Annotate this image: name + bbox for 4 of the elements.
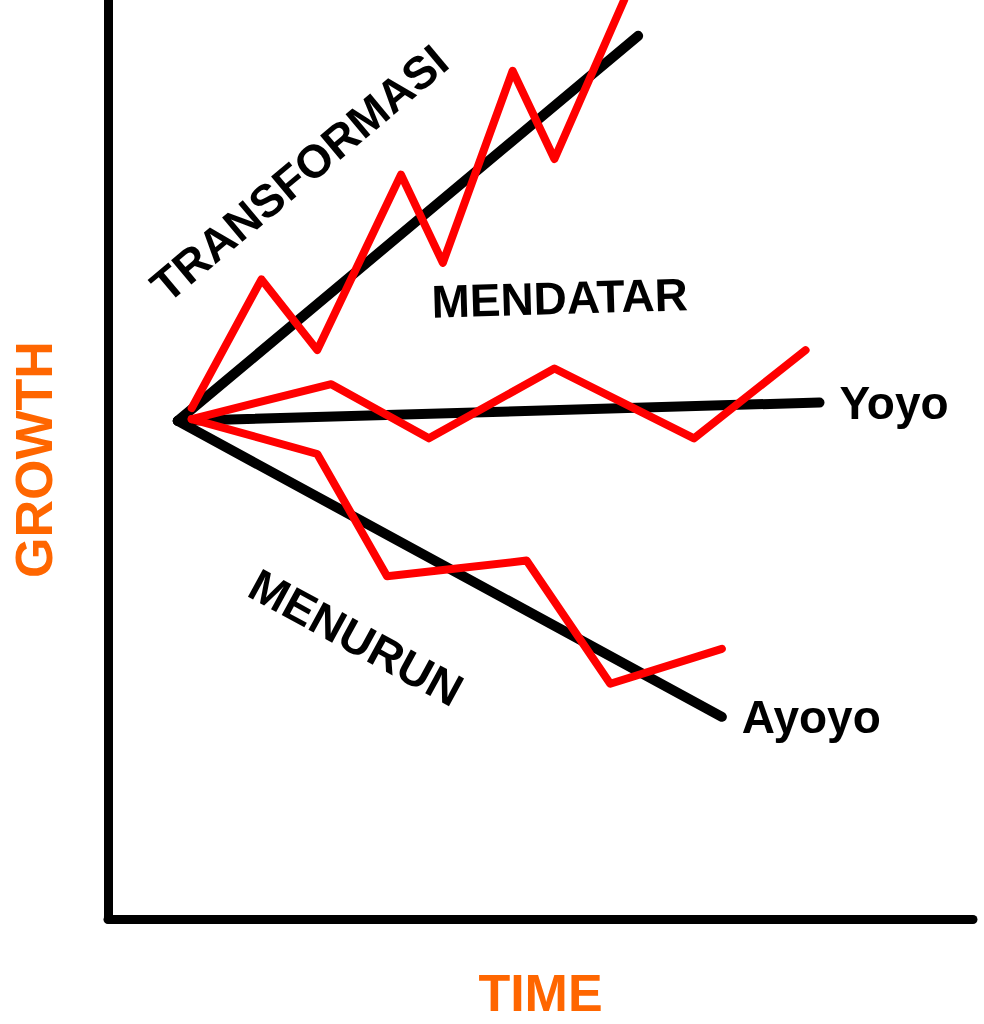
y-axis-title: GROWTH <box>5 341 63 578</box>
x-axis-title: TIME <box>478 964 603 1022</box>
series-label: Ayoyo <box>741 690 881 743</box>
series-label: Yoyo <box>839 376 949 429</box>
